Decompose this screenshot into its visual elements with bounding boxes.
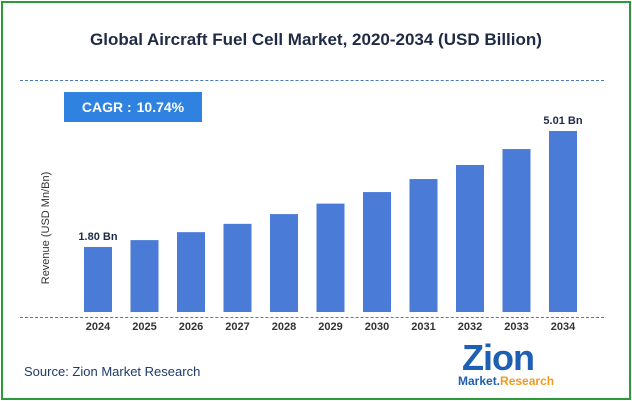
- chart-title: Global Aircraft Fuel Cell Market, 2020-2…: [90, 30, 542, 49]
- bar-2027: [223, 223, 252, 312]
- x-tick-label: 2032: [458, 321, 482, 333]
- x-tick-label: 2030: [365, 321, 389, 333]
- x-tick-label: 2024: [86, 321, 111, 333]
- x-tick-labels: 2024 2025 2026 2027 2028 2029 2030 2031 2032 2033…: [86, 321, 576, 333]
- x-tick-label: 2028: [272, 321, 296, 333]
- bar-2026: [177, 232, 205, 312]
- zion-logo: Zion Market.Research: [454, 337, 584, 392]
- bar-2024: [84, 246, 112, 312]
- data-label: 5.01 Bn: [543, 115, 582, 127]
- logo-sub-prefix: Market.: [458, 374, 501, 388]
- x-tick-label: 2034: [551, 321, 576, 333]
- cagr-badge: CAGR : 10.74%: [64, 92, 202, 122]
- bar-2029: [316, 203, 345, 312]
- bar-2031: [409, 179, 438, 312]
- baseline-divider: [20, 317, 604, 318]
- x-tick-label: 2031: [411, 321, 435, 333]
- logo-sub-accent: Research: [500, 374, 555, 388]
- x-tick-label: 2029: [318, 321, 342, 333]
- bar-2033: [502, 149, 531, 312]
- bar-group: [84, 131, 577, 312]
- x-tick-label: 2025: [132, 321, 156, 333]
- bar-2034: [549, 131, 577, 312]
- logo-brand: Zion: [462, 337, 535, 378]
- source-note: Source: Zion Market Research: [24, 364, 201, 379]
- x-tick-label: 2027: [225, 321, 249, 333]
- x-tick-label: 2033: [504, 321, 528, 333]
- data-labels: 1.80 Bn 5.01 Bn: [78, 115, 582, 243]
- bar-2025: [130, 240, 159, 312]
- title-divider: [20, 80, 604, 81]
- cagr-value: 10.74%: [136, 99, 185, 115]
- data-label: 1.80 Bn: [78, 231, 117, 243]
- logo-subtitle: Market.Research: [458, 374, 554, 388]
- cagr-label: CAGR :: [81, 99, 132, 115]
- x-tick-label: 2026: [179, 321, 203, 333]
- bar-2028: [270, 214, 298, 312]
- bar-2032: [456, 164, 484, 312]
- bar-2030: [363, 192, 391, 312]
